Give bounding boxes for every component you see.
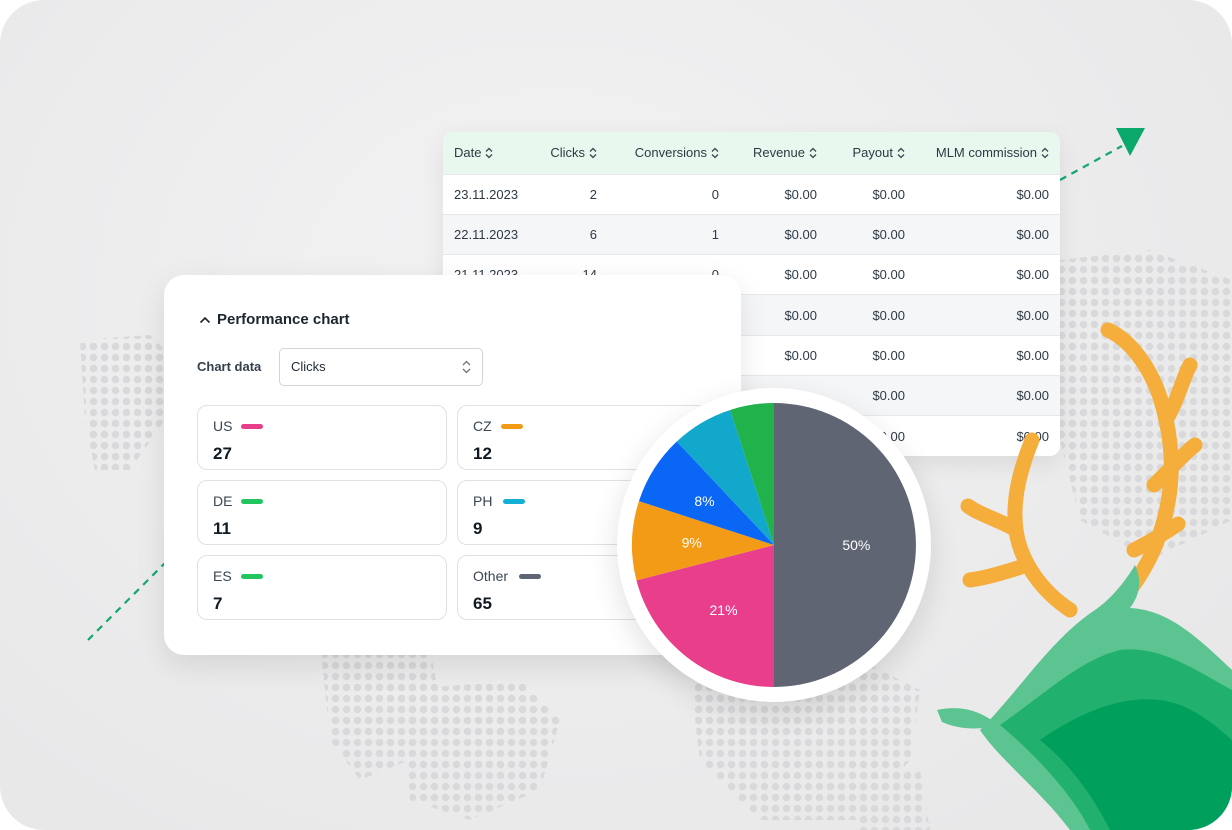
column-header-label: Payout (852, 145, 893, 161)
legend-swatch (503, 499, 525, 504)
table-cell-mlm-commission: $0.00 (916, 173, 1060, 215)
table-cell-conversions: 1 (608, 213, 730, 255)
table-cell-revenue: $0.00 (730, 294, 828, 336)
table-cell-clicks: 6 (533, 213, 608, 255)
chart-data-label: Chart data (197, 359, 262, 374)
country-stat-es: ES 7 (197, 555, 447, 620)
legend-swatch (501, 424, 523, 429)
column-header-date[interactable]: Date (443, 132, 533, 174)
table-cell-payout: $0.00 (828, 173, 916, 215)
table-cell-mlm-commission: $0.00 (916, 254, 1060, 295)
sort-icon (589, 147, 597, 159)
column-header-mlm-commission[interactable]: MLM commission (916, 132, 1060, 174)
country-value: 11 (213, 519, 231, 538)
performance-chart-header[interactable]: Performance chart (199, 311, 350, 328)
pie-slice-0 (774, 403, 916, 687)
pie-slice-5 (730, 403, 774, 545)
table-cell-payout: $0.00 (828, 254, 916, 295)
column-header-label: Revenue (752, 145, 805, 161)
table-header-row: Date Clicks Conversions Revenue Payout M… (443, 132, 1060, 174)
deer-mascot-illustration (937, 322, 1232, 830)
trend-arrow (87, 145, 1123, 641)
pie-slice-1 (636, 545, 774, 687)
country-value: 9 (473, 519, 483, 538)
country-value: 65 (473, 594, 492, 613)
table-cell-mlm-commission: $0.00 (916, 294, 1060, 336)
legend-swatch (241, 574, 263, 579)
pie-slice-3 (638, 441, 774, 545)
pie-slice-label: 21% (710, 602, 738, 618)
legend-swatch (241, 499, 263, 504)
table-row: 21.11.2023140$0.00$0.00$0.00 (443, 254, 1060, 295)
legend-swatch (241, 424, 263, 429)
country-stat-de: DE 11 (197, 480, 447, 545)
pie-slice-label: 8% (694, 493, 714, 509)
country-name: US (213, 418, 233, 434)
pie-slice-4 (676, 409, 774, 545)
deer-antlers (960, 322, 1203, 618)
performance-chart-card: Performance chart Chart data Clicks US 2… (164, 275, 741, 655)
table-cell-conversions: 0 (608, 173, 730, 215)
performance-chart-title: Performance chart (217, 311, 350, 328)
table-cell-mlm-commission: $0.00 (916, 213, 1060, 255)
table-cell-mlm-commission: $0.00 (916, 334, 1060, 376)
table-cell-date: 23.11.2023 (443, 173, 533, 215)
column-header-conversions[interactable]: Conversions (608, 132, 730, 174)
pie-slice-2 (632, 501, 774, 581)
chevron-up-icon[interactable] (199, 316, 211, 324)
legend-swatch (519, 574, 541, 579)
table-cell-mlm-commission: $0.00 (916, 374, 1060, 416)
column-header-label: Conversions (634, 145, 707, 161)
table-cell-payout: $0.00 (828, 213, 916, 255)
table-row: 23.11.2023 2 0 $0.00 $0.00 $0.00 (443, 173, 1060, 215)
pie-slice-label: 50% (842, 537, 870, 553)
table-cell-revenue: $0.00 (730, 254, 828, 295)
country-name: PH (473, 493, 493, 509)
country-stat-us: US 27 (197, 405, 447, 470)
sort-icon (1041, 147, 1049, 159)
country-value: 7 (213, 594, 223, 613)
table-cell-payout: $0.00 (828, 294, 916, 336)
table-cell-payout: $0.00 (828, 334, 916, 376)
country-value: 27 (213, 444, 232, 463)
table-cell-clicks: 2 (533, 173, 608, 215)
column-header-payout[interactable]: Payout (828, 132, 916, 174)
country-name: DE (213, 493, 233, 509)
pie-chart: 50% 21% 9% 8% (617, 388, 931, 702)
table-cell-revenue: $0.00 (730, 213, 828, 255)
arrow-head-icon (1116, 128, 1145, 156)
table-cell-revenue: $0.00 (730, 173, 828, 215)
column-header-revenue[interactable]: Revenue (730, 132, 828, 174)
pie-chart-svg: 50% 21% 9% 8% (632, 403, 916, 687)
sort-icon (711, 147, 719, 159)
table-cell-date: 22.11.2023 (443, 213, 533, 255)
column-header-clicks[interactable]: Clicks (533, 132, 608, 174)
sort-icon (897, 147, 905, 159)
country-name: Other (473, 568, 509, 584)
country-name: ES (213, 568, 232, 584)
pie-slice-label: 9% (682, 534, 702, 550)
column-header-label: MLM commission (935, 145, 1037, 161)
country-name: CZ (473, 418, 492, 434)
chart-data-select[interactable]: Clicks (279, 348, 483, 386)
chart-data-select-value: Clicks (291, 359, 326, 374)
table-cell-revenue: $0.00 (730, 334, 828, 376)
deer-head (937, 565, 1232, 830)
select-arrows-icon (462, 360, 471, 374)
column-header-label: Date (454, 145, 482, 161)
sort-icon (809, 147, 817, 159)
column-header-label: Clicks (550, 145, 585, 161)
table-row: 22.11.2023 6 1 $0.00 $0.00 $0.00 (443, 213, 1060, 255)
country-value: 12 (473, 444, 492, 463)
sort-icon (486, 147, 493, 159)
